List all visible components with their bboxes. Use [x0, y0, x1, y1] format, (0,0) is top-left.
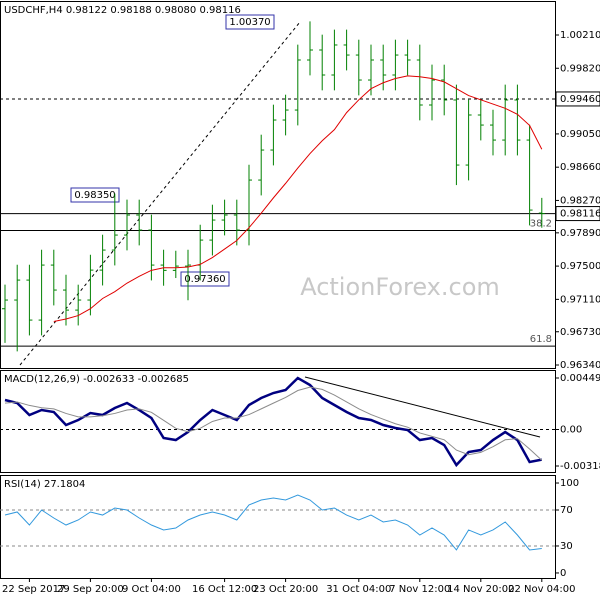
x-tick-label: 29 Sep 20:00: [57, 584, 124, 595]
x-tick-label: 9 Oct 04:00: [122, 584, 181, 595]
trend-line: [19, 21, 301, 366]
x-tick-label: 23 Oct 20:00: [253, 584, 318, 595]
y-tick-label: 0.98270: [560, 195, 600, 206]
annotation-box: [180, 271, 230, 287]
y-tick-label: -0.003186: [560, 461, 600, 472]
y-tick-label: 0.00: [560, 424, 582, 435]
y-tick-label: 0.96730: [560, 327, 600, 338]
level-label: 0.98116: [560, 209, 600, 220]
price-panel: [0, 1, 556, 369]
macd-title: MACD(12,26,9) -0.002633 -0.002685: [4, 374, 189, 385]
annotation: 1.00370: [229, 17, 270, 28]
y-tick-label: 70: [560, 505, 573, 516]
annotation: 0.97360: [184, 274, 225, 285]
price-title: USDCHF,H4 0.98122 0.98188 0.98080 0.9811…: [4, 5, 241, 16]
x-tick-label: 16 Oct 12:00: [192, 584, 257, 595]
y-tick-label: 0.004493: [560, 373, 600, 384]
y-tick-label: 0.96340: [560, 360, 600, 371]
y-tick-label: 100: [560, 478, 579, 489]
annotation-box: [225, 14, 275, 30]
rsi-title: RSI(14) 27.1804: [4, 479, 85, 490]
x-tick-label: 14 Nov 20:00: [447, 584, 514, 595]
y-tick-label: 1.00210: [560, 30, 600, 41]
level-label: 0.99460: [560, 94, 600, 105]
y-tick-label: 0.97500: [560, 261, 600, 272]
y-tick-label: 0.97110: [560, 294, 600, 305]
macd-panel: [0, 370, 556, 473]
x-tick-label: 31 Oct 04:00: [326, 584, 391, 595]
level-label-box: [555, 206, 600, 222]
line-series: [4, 386, 543, 461]
y-tick-label: 0.99820: [560, 63, 600, 74]
x-tick-label: 22 Sep 2017: [2, 584, 65, 595]
annotation-box: [70, 187, 120, 203]
y-tick-label: 0.98660: [560, 162, 600, 173]
line-series: [4, 376, 543, 468]
y-tick-label: 30: [560, 541, 573, 552]
rsi-panel: [0, 475, 556, 579]
x-tick-label: 7 Nov 12:00: [389, 584, 450, 595]
y-tick-label: 0: [560, 568, 566, 579]
watermark: ActionForex.com: [300, 273, 500, 301]
level-label-box: [555, 91, 600, 107]
fib-label: 38.2: [530, 219, 552, 230]
y-tick-label: 0.97890: [560, 228, 600, 239]
line-series: [53, 75, 543, 323]
fib-label: 61.8: [530, 334, 552, 345]
macd-trend-line: [304, 376, 541, 438]
x-tick-label: 22 Nov 04:00: [508, 584, 575, 595]
line-series: [4, 494, 542, 551]
y-tick-label: 0.99050: [560, 129, 600, 140]
annotation: 0.98350: [74, 190, 115, 201]
